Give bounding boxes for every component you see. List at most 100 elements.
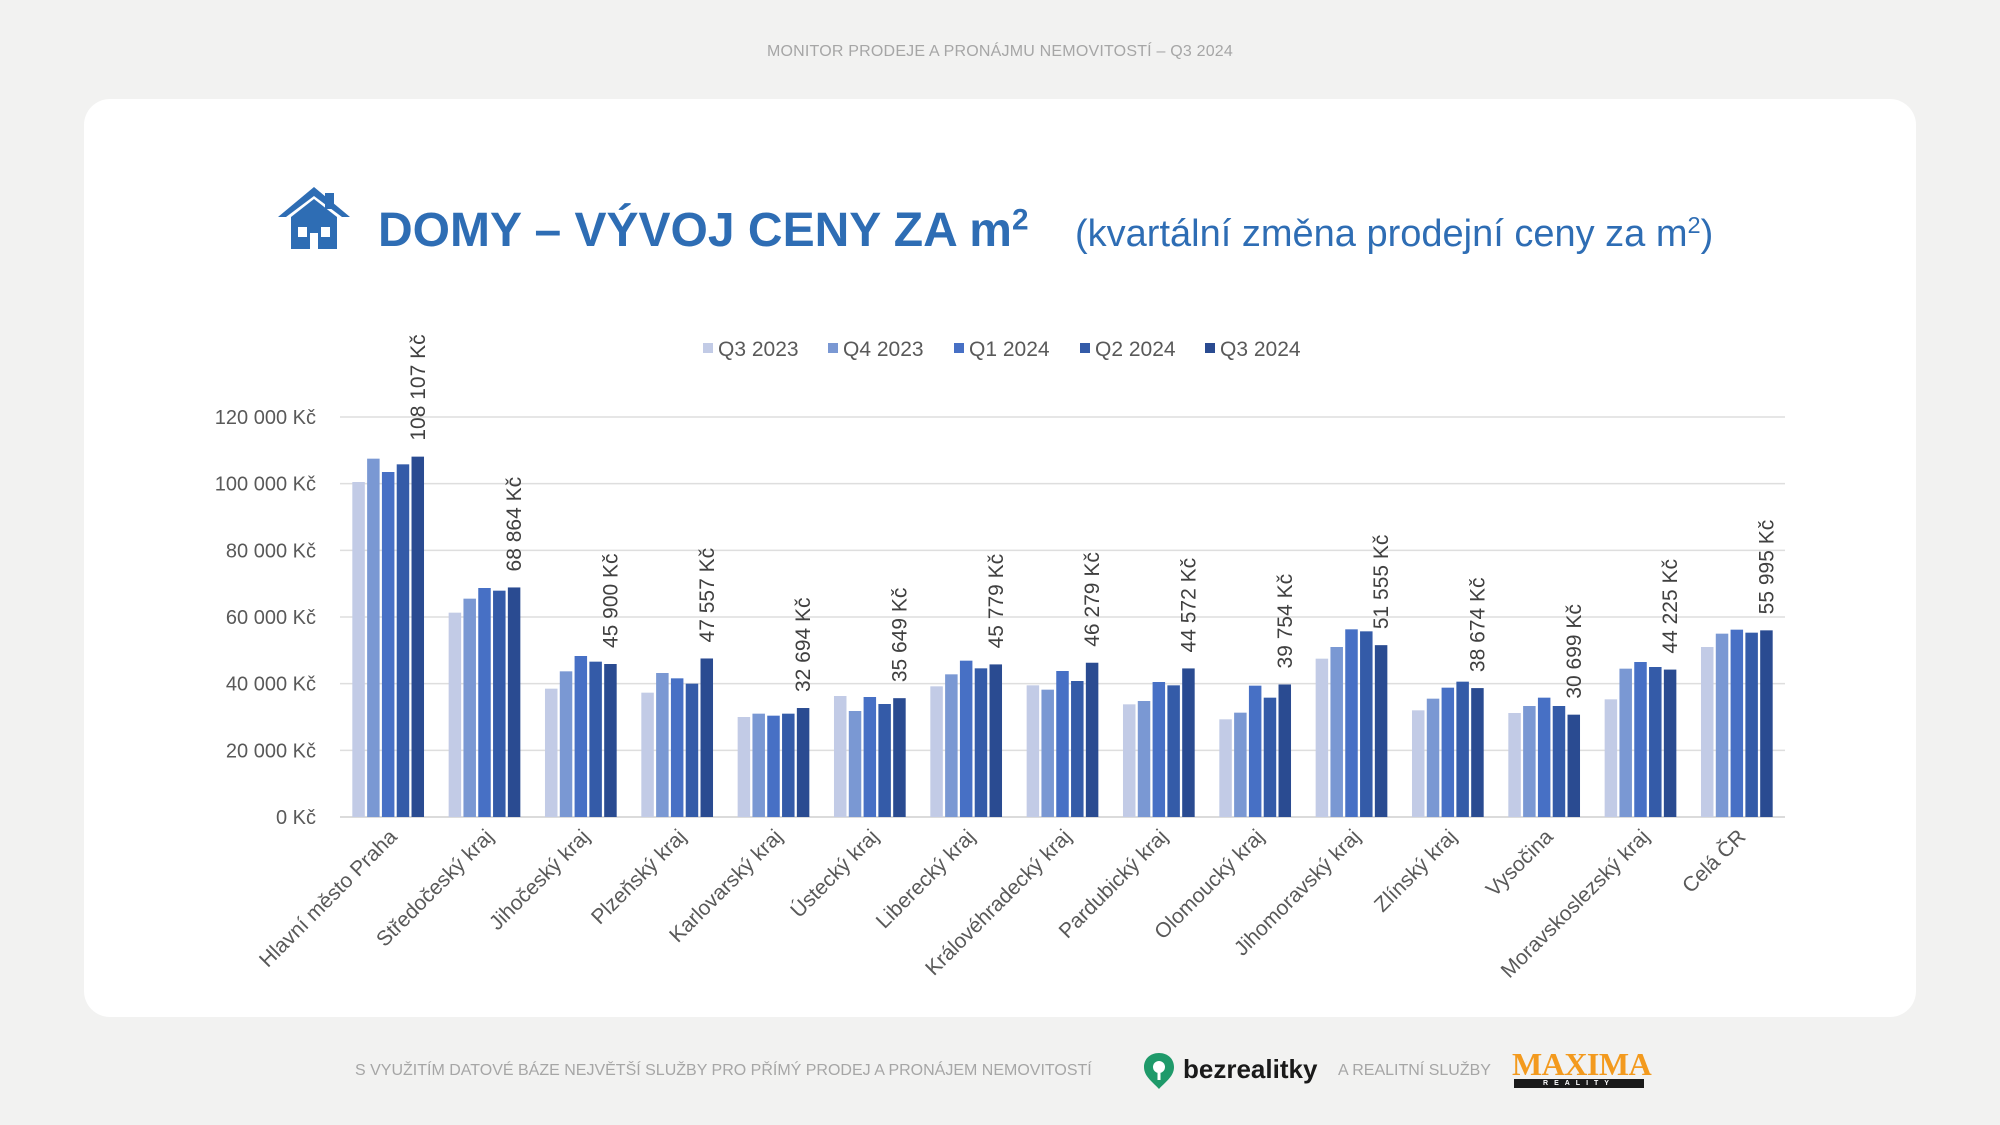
bar [796, 708, 810, 817]
bezrealitky-brand: bezrealitky [1183, 1054, 1318, 1084]
bar [1604, 699, 1618, 817]
data-labels: 108 107 Kč 68 864 Kč 45 900 Kč 47 557 Kč 32 … [407, 334, 1779, 698]
y-tick-label: 100 000 Kč [215, 474, 316, 496]
y-tick-label: 20 000 Kč [226, 740, 316, 762]
bar [782, 713, 795, 817]
data-label: 51 555 Kč [1370, 535, 1393, 630]
bar [381, 472, 395, 817]
bar [1167, 685, 1180, 817]
bar [1508, 713, 1521, 817]
bar [893, 698, 906, 817]
x-tick-label: Plzeňský kraj [587, 825, 691, 929]
bar [767, 715, 780, 817]
chart-bars [352, 456, 1773, 817]
bezrealitky-logo-icon [1144, 1053, 1174, 1089]
legend-swatch [828, 343, 838, 353]
bar [411, 456, 425, 817]
y-tick-label: 60 000 Kč [226, 607, 316, 629]
bar [1552, 706, 1566, 817]
bar [1026, 685, 1040, 817]
bar [1374, 645, 1388, 817]
data-label: 44 225 Kč [1659, 559, 1682, 654]
legend-label: Q3 2024 [1220, 338, 1301, 361]
y-tick-label: 0 Kč [276, 807, 316, 829]
data-label: 68 864 Kč [503, 477, 526, 572]
bar [352, 482, 365, 817]
data-label: 45 779 Kč [985, 554, 1008, 649]
bar [1041, 689, 1054, 817]
x-tick-label: Ústecký kraj [786, 825, 883, 922]
bar [1137, 701, 1151, 817]
bar [1471, 688, 1484, 817]
x-tick-label: Hlavní město Praha [255, 825, 402, 972]
bar [574, 656, 588, 817]
bar [833, 696, 847, 817]
bar [559, 671, 573, 817]
bar [752, 713, 765, 817]
bar [1537, 697, 1551, 817]
x-tick-label: Vysočina [1482, 825, 1558, 901]
x-tick-label: Celá ČR [1678, 825, 1750, 897]
bar [1745, 632, 1758, 817]
y-tick-label: 40 000 Kč [226, 674, 316, 696]
bar [1315, 658, 1329, 817]
legend-label: Q1 2024 [969, 338, 1050, 361]
bar [1649, 667, 1662, 817]
bar [848, 711, 862, 817]
bar [396, 464, 410, 817]
bar [1085, 662, 1099, 817]
bar [1730, 629, 1744, 817]
maxima-logo-sub: REALITY [1514, 1079, 1644, 1088]
data-label: 108 107 Kč [407, 334, 430, 440]
y-tick-label: 80 000 Kč [226, 540, 316, 562]
legend-swatch [703, 343, 713, 353]
bar [1182, 668, 1195, 817]
bar [1700, 647, 1714, 817]
bar [1071, 681, 1084, 817]
bar [685, 683, 699, 817]
bar [507, 587, 521, 817]
bar [1263, 697, 1277, 817]
x-tick-label: Jihočeský kraj [485, 825, 595, 935]
maxima-reality-logo: MAXIMA REALITY [1512, 1046, 1652, 1088]
bar [1715, 633, 1729, 817]
legend-label: Q4 2023 [843, 338, 924, 361]
bar [367, 458, 380, 817]
bar [1426, 698, 1440, 817]
bar [1330, 647, 1343, 817]
bar [1567, 714, 1581, 817]
maxima-logo-word: MAXIMA [1512, 1046, 1652, 1082]
data-label: 32 694 Kč [792, 597, 815, 692]
bar [863, 697, 877, 817]
data-label: 47 557 Kč [696, 548, 719, 643]
data-label: 55 995 Kč [1755, 520, 1778, 615]
bar [1760, 630, 1773, 817]
bar [989, 664, 1003, 817]
bar [463, 598, 476, 817]
data-label: 46 279 Kč [1081, 552, 1104, 647]
y-axis: 0 Kč 20 000 Kč 40 000 Kč 60 000 Kč 80 000 Kč… [215, 407, 316, 829]
data-label: 39 754 Kč [1274, 574, 1297, 669]
data-label: 30 699 Kč [1563, 604, 1586, 699]
bar [1056, 671, 1069, 817]
bar [1441, 687, 1455, 817]
data-label: 44 572 Kč [1177, 558, 1200, 653]
bar [544, 688, 558, 817]
bar [700, 658, 714, 817]
bar [1152, 682, 1166, 817]
title-row: DOMY – VÝVOJ CENY ZA m2 (kvartální změna… [0, 183, 2000, 273]
bar [493, 590, 506, 817]
bar [1234, 712, 1247, 817]
bar [930, 686, 943, 817]
bar [878, 704, 891, 817]
bar [448, 612, 462, 817]
data-label: 35 649 Kč [888, 588, 911, 683]
legend-swatch [954, 343, 964, 353]
data-label: 45 900 Kč [599, 553, 622, 648]
bar [1456, 681, 1469, 817]
footer-source-text: S VYUŽITÍM DATOVÉ BÁZE NEJVĚTŠÍ SLUŽBY P… [355, 1062, 1092, 1079]
chart-legend: Q3 2023 Q4 2023 Q1 2024 Q2 2024 Q3 2024 [703, 338, 1301, 361]
bar [945, 674, 958, 817]
bar [1619, 668, 1632, 817]
